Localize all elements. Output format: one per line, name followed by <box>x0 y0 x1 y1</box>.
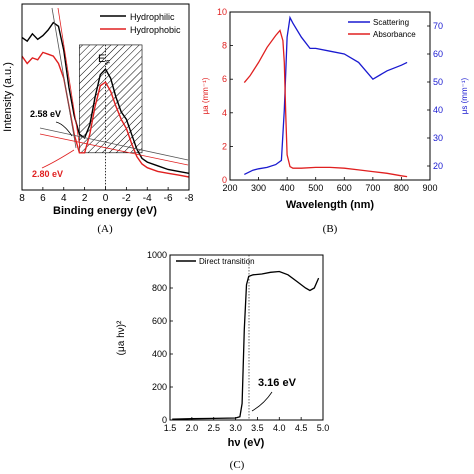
annotation-red-arrow <box>41 149 75 169</box>
panel-a-label: (A) <box>97 223 113 235</box>
panel-b-y-right-tick-label: 20 <box>433 161 443 171</box>
panel-b-legend: Scattering Absorbance <box>348 18 416 39</box>
panel-c-series <box>172 270 320 420</box>
panel-c-x-tick-label: 2.0 <box>186 423 199 433</box>
panel-a-x-tick-label: 2 <box>82 193 88 204</box>
panel-b-y-left-tick-label: 10 <box>217 7 227 17</box>
panel-b-y-left-tick-label: 8 <box>222 41 227 51</box>
legend-label-scattering: Scattering <box>373 18 409 27</box>
panel-c: 1.5 2.0 2.5 3.0 3.5 4.0 4.5 5.0 0 200 400 600 800 10… <box>116 250 329 471</box>
panel-c-x-tick-label: 4.5 <box>295 423 308 433</box>
panel-a-ylabel: Intensity (a.u.) <box>2 62 14 132</box>
panel-b-y-right-tick-label: 50 <box>433 77 443 87</box>
panel-b-y-ticks-right: 20 30 40 50 60 70 <box>427 21 443 171</box>
panel-c-legend: Direct transition <box>176 257 255 266</box>
panel-a-x-tick-label: -8 <box>185 193 194 204</box>
tangent-line-black-2 <box>39 127 189 161</box>
panel-a-x-tick-label: 6 <box>40 193 46 204</box>
panel-b-frame <box>229 11 431 181</box>
panel-b-x-tick-label: 800 <box>394 183 409 193</box>
legend-label-hydrophobic: Hydrophobic <box>130 25 181 35</box>
panel-b-x-tick-label: 500 <box>308 183 323 193</box>
panel-c-x-ticks: 1.5 2.0 2.5 3.0 3.5 4.0 4.5 5.0 <box>164 417 330 433</box>
panel-b-y-left-tick-label: 0 <box>222 175 227 185</box>
panel-c-y-tick-label: 200 <box>152 382 167 392</box>
legend-label-direct-transition: Direct transition <box>199 257 255 266</box>
panel-b-x-ticks: 200 300 400 500 600 700 800 900 <box>222 177 438 193</box>
panel-a-x-tick-label: 8 <box>19 193 25 204</box>
panel-a-x-tick-label: -2 <box>122 193 131 204</box>
series-line-hydrophilic <box>22 21 189 174</box>
panel-c-frame <box>169 254 324 421</box>
panel-c-x-tick-label: 3.0 <box>229 423 242 433</box>
panel-b-x-tick-label: 900 <box>422 183 437 193</box>
panel-b-y-left-tick-label: 6 <box>222 74 227 84</box>
panel-b-x-tick-label: 300 <box>251 183 266 193</box>
series-line-direct-transition <box>172 270 320 420</box>
annotation-black-energy: 2.58 eV <box>30 109 61 119</box>
panel-c-x-tick-label: 3.5 <box>251 423 264 433</box>
panel-b-xlabel: Wavelength (nm) <box>286 199 375 211</box>
panel-a-hatched-region <box>79 44 143 190</box>
annotation-bandgap-arrow <box>251 391 273 412</box>
panel-b-y-right-tick-label: 30 <box>433 133 443 143</box>
panel-a-x-tick-label: 0 <box>103 193 109 204</box>
panel-b-x-tick-label: 600 <box>337 183 352 193</box>
legend-label-hydrophilic: Hydrophilic <box>130 12 175 22</box>
panel-b-label: (B) <box>323 223 338 235</box>
panel-a-legend: Hydrophilic Hydrophobic <box>100 12 181 35</box>
series-line-hydrophobic <box>22 51 189 178</box>
panel-a-x-tick-label: 4 <box>61 193 67 204</box>
panel-a-x-ticks: 8 6 4 2 0 -2 -4 -6 -8 <box>19 187 194 204</box>
annotation-black-arrow <box>55 121 73 137</box>
panel-c-ylabel: (μa hν)² <box>116 320 127 355</box>
panel-c-x-tick-label: 1.5 <box>164 423 177 433</box>
series-line-scattering <box>244 15 408 175</box>
panel-b-y-right-tick-label: 60 <box>433 49 443 59</box>
panel-b-series <box>243 15 408 178</box>
panel-c-y-tick-label: 400 <box>152 349 167 359</box>
panel-a-xlabel: Binding energy (eV) <box>53 205 157 217</box>
panel-b-y-left-tick-label: 2 <box>222 141 227 151</box>
panel-b-x-tick-label: 200 <box>222 183 237 193</box>
panel-c-y-ticks: 0 200 400 600 800 1000 <box>147 250 173 425</box>
tangent-line-red-1 <box>57 7 81 149</box>
panel-c-y-tick-label: 0 <box>162 415 167 425</box>
panel-c-label: (C) <box>230 459 245 471</box>
panel-b-ylabel-left: μa (mm⁻¹) <box>201 77 210 114</box>
panel-c-y-tick-label: 800 <box>152 283 167 293</box>
fermi-level-subscript: F <box>106 60 110 67</box>
panel-a: 8 6 4 2 0 -2 -4 -6 -8 Intensity (a.u.) Binding e… <box>2 3 194 235</box>
panel-b-y-left-tick-label: 4 <box>222 108 227 118</box>
annotation-red-energy: 2.80 eV <box>32 169 63 179</box>
panel-c-x-tick-label: 5.0 <box>317 423 330 433</box>
panel-b-x-tick-label: 700 <box>365 183 380 193</box>
legend-label-absorbance: Absorbance <box>373 30 416 39</box>
panel-a-x-tick-label: -4 <box>143 193 152 204</box>
series-line-absorbance <box>243 29 408 178</box>
panel-b-ylabel-right: μs (mm⁻¹) <box>460 77 469 114</box>
panel-b-y-ticks-left: 0 2 4 6 8 10 <box>217 7 233 185</box>
panel-b: 200 300 400 500 600 700 800 900 0 2 4 6 8 10 20 30 40 5… <box>201 7 469 235</box>
panel-a-series <box>22 21 189 178</box>
tangent-line-black-1 <box>51 7 77 149</box>
panel-b-y-right-tick-label: 70 <box>433 21 443 31</box>
panel-c-xlabel: hν (eV) <box>228 437 265 449</box>
panel-b-x-tick-label: 400 <box>280 183 295 193</box>
annotation-bandgap-energy: 3.16 eV <box>258 377 297 389</box>
panel-c-x-tick-label: 4.0 <box>273 423 286 433</box>
panel-a-x-tick-label: -6 <box>164 193 173 204</box>
panel-c-x-tick-label: 2.5 <box>207 423 220 433</box>
panel-b-y-right-tick-label: 40 <box>433 105 443 115</box>
tangent-line-red-2 <box>39 133 189 166</box>
fermi-level-label: E <box>98 53 105 65</box>
panel-a-tangent-lines <box>39 7 189 166</box>
panel-c-y-tick-label: 1000 <box>147 250 167 260</box>
panel-c-y-tick-label: 600 <box>152 316 167 326</box>
